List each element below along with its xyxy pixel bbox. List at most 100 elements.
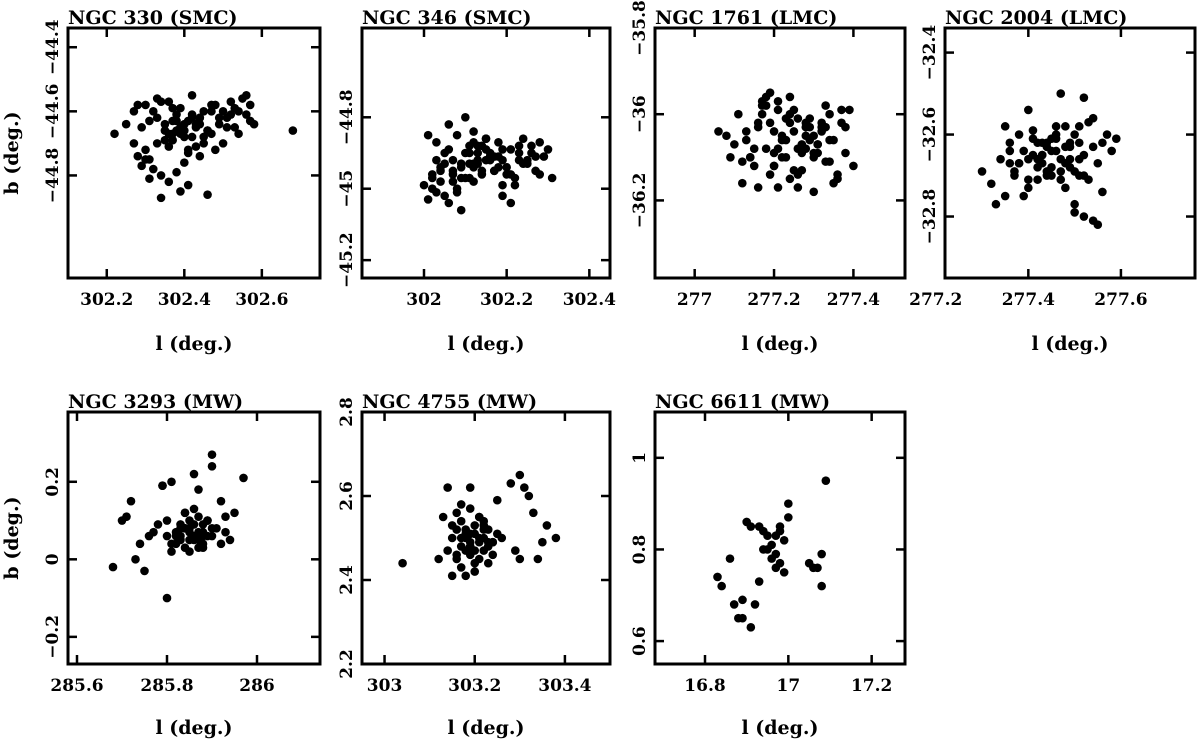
data-point <box>172 110 181 119</box>
data-point <box>191 142 201 151</box>
y-tick-label: 2.8 <box>337 397 357 427</box>
data-point <box>185 547 194 556</box>
data-point <box>769 127 779 136</box>
data-point <box>461 546 471 555</box>
data-point <box>126 496 136 506</box>
data-point <box>156 193 166 203</box>
data-point <box>535 137 545 147</box>
data-point <box>164 97 174 107</box>
data-point <box>187 91 197 100</box>
data-point <box>172 116 181 126</box>
plot-frame <box>66 26 322 280</box>
data-point <box>502 162 511 172</box>
data-point <box>477 166 487 176</box>
data-point <box>479 525 489 534</box>
data-point <box>436 177 445 186</box>
data-point <box>189 469 199 479</box>
x-tick-label: 302.6 <box>235 290 288 310</box>
data-point <box>199 107 208 116</box>
data-point <box>773 105 783 115</box>
data-point <box>203 126 212 135</box>
data-point <box>1065 154 1075 164</box>
x-axis-label: l (deg.) <box>155 717 232 739</box>
data-point <box>506 145 516 154</box>
x-tick-label: 302.4 <box>563 290 616 310</box>
data-point <box>784 499 793 508</box>
data-point <box>160 119 170 129</box>
data-point <box>162 516 172 525</box>
data-point <box>214 113 224 123</box>
data-point <box>797 148 807 158</box>
panel-title: NGC 3293 (MW) <box>68 391 243 413</box>
data-point <box>1111 134 1121 143</box>
data-point <box>494 137 503 147</box>
data-point <box>841 122 850 132</box>
data-point <box>440 191 449 201</box>
data-point <box>1051 122 1061 131</box>
data-point <box>1024 175 1033 184</box>
data-point <box>452 130 462 140</box>
data-point <box>1079 212 1089 221</box>
y-tick-label: 1 <box>630 452 650 464</box>
data-point <box>1070 208 1079 217</box>
data-point <box>189 535 199 545</box>
data-point <box>226 97 236 107</box>
data-point <box>805 135 815 145</box>
data-point <box>470 546 480 555</box>
data-point <box>714 127 723 136</box>
data-point <box>734 109 743 119</box>
data-point <box>539 152 549 161</box>
y-tick-label: −36 <box>630 95 650 133</box>
data-point <box>785 92 795 102</box>
data-point <box>779 535 789 545</box>
data-point <box>443 546 452 555</box>
data-point <box>195 113 205 123</box>
data-point <box>753 183 763 192</box>
data-point <box>214 119 224 129</box>
data-point <box>245 100 255 110</box>
data-point <box>452 554 461 564</box>
data-point <box>172 167 181 177</box>
data-point <box>547 173 557 183</box>
data-point <box>986 179 996 189</box>
data-point <box>1061 122 1070 131</box>
data-point <box>793 114 803 123</box>
data-point <box>761 144 771 153</box>
data-point <box>753 122 763 132</box>
y-tick-label: −36.2 <box>630 173 650 229</box>
data-point <box>1042 167 1052 176</box>
data-point <box>432 155 441 165</box>
x-axis-label: l (deg.) <box>155 333 232 355</box>
data-point <box>1047 134 1056 143</box>
data-point <box>813 563 822 573</box>
data-point <box>531 152 540 161</box>
x-tick-label: 302.2 <box>480 290 533 310</box>
data-point <box>1033 175 1042 184</box>
data-point <box>434 554 443 564</box>
panel-ngc-1761: NGC 1761 (LMC) l (deg.) 277 277.2 277.4 −35… <box>630 0 907 355</box>
data-point <box>1051 146 1061 156</box>
x-axis-label: l (deg.) <box>447 333 524 355</box>
data-point <box>234 129 243 139</box>
data-point <box>1098 187 1107 197</box>
x-tick-label: 17.2 <box>851 676 892 696</box>
data-point <box>1033 138 1042 148</box>
data-point <box>180 119 189 129</box>
data-point <box>1056 175 1066 184</box>
data-point <box>789 127 799 136</box>
data-point <box>996 154 1005 164</box>
data-point <box>444 120 454 129</box>
data-point <box>1074 171 1084 180</box>
data-point <box>722 131 731 141</box>
data-point <box>183 180 193 190</box>
x-axis-label: l (deg.) <box>447 717 524 739</box>
data-point <box>750 600 760 609</box>
data-point <box>176 531 185 541</box>
data-point <box>1028 150 1038 160</box>
data-point <box>761 92 771 102</box>
data-point <box>1070 130 1079 139</box>
x-tick-label: 285.8 <box>140 676 193 696</box>
data-point <box>771 549 781 559</box>
panel-ngc-6611: NGC 6611 (MW) l (deg.) 16.8 17 17.2 0.6 0.8 1 <box>630 391 907 739</box>
data-point <box>456 533 466 543</box>
